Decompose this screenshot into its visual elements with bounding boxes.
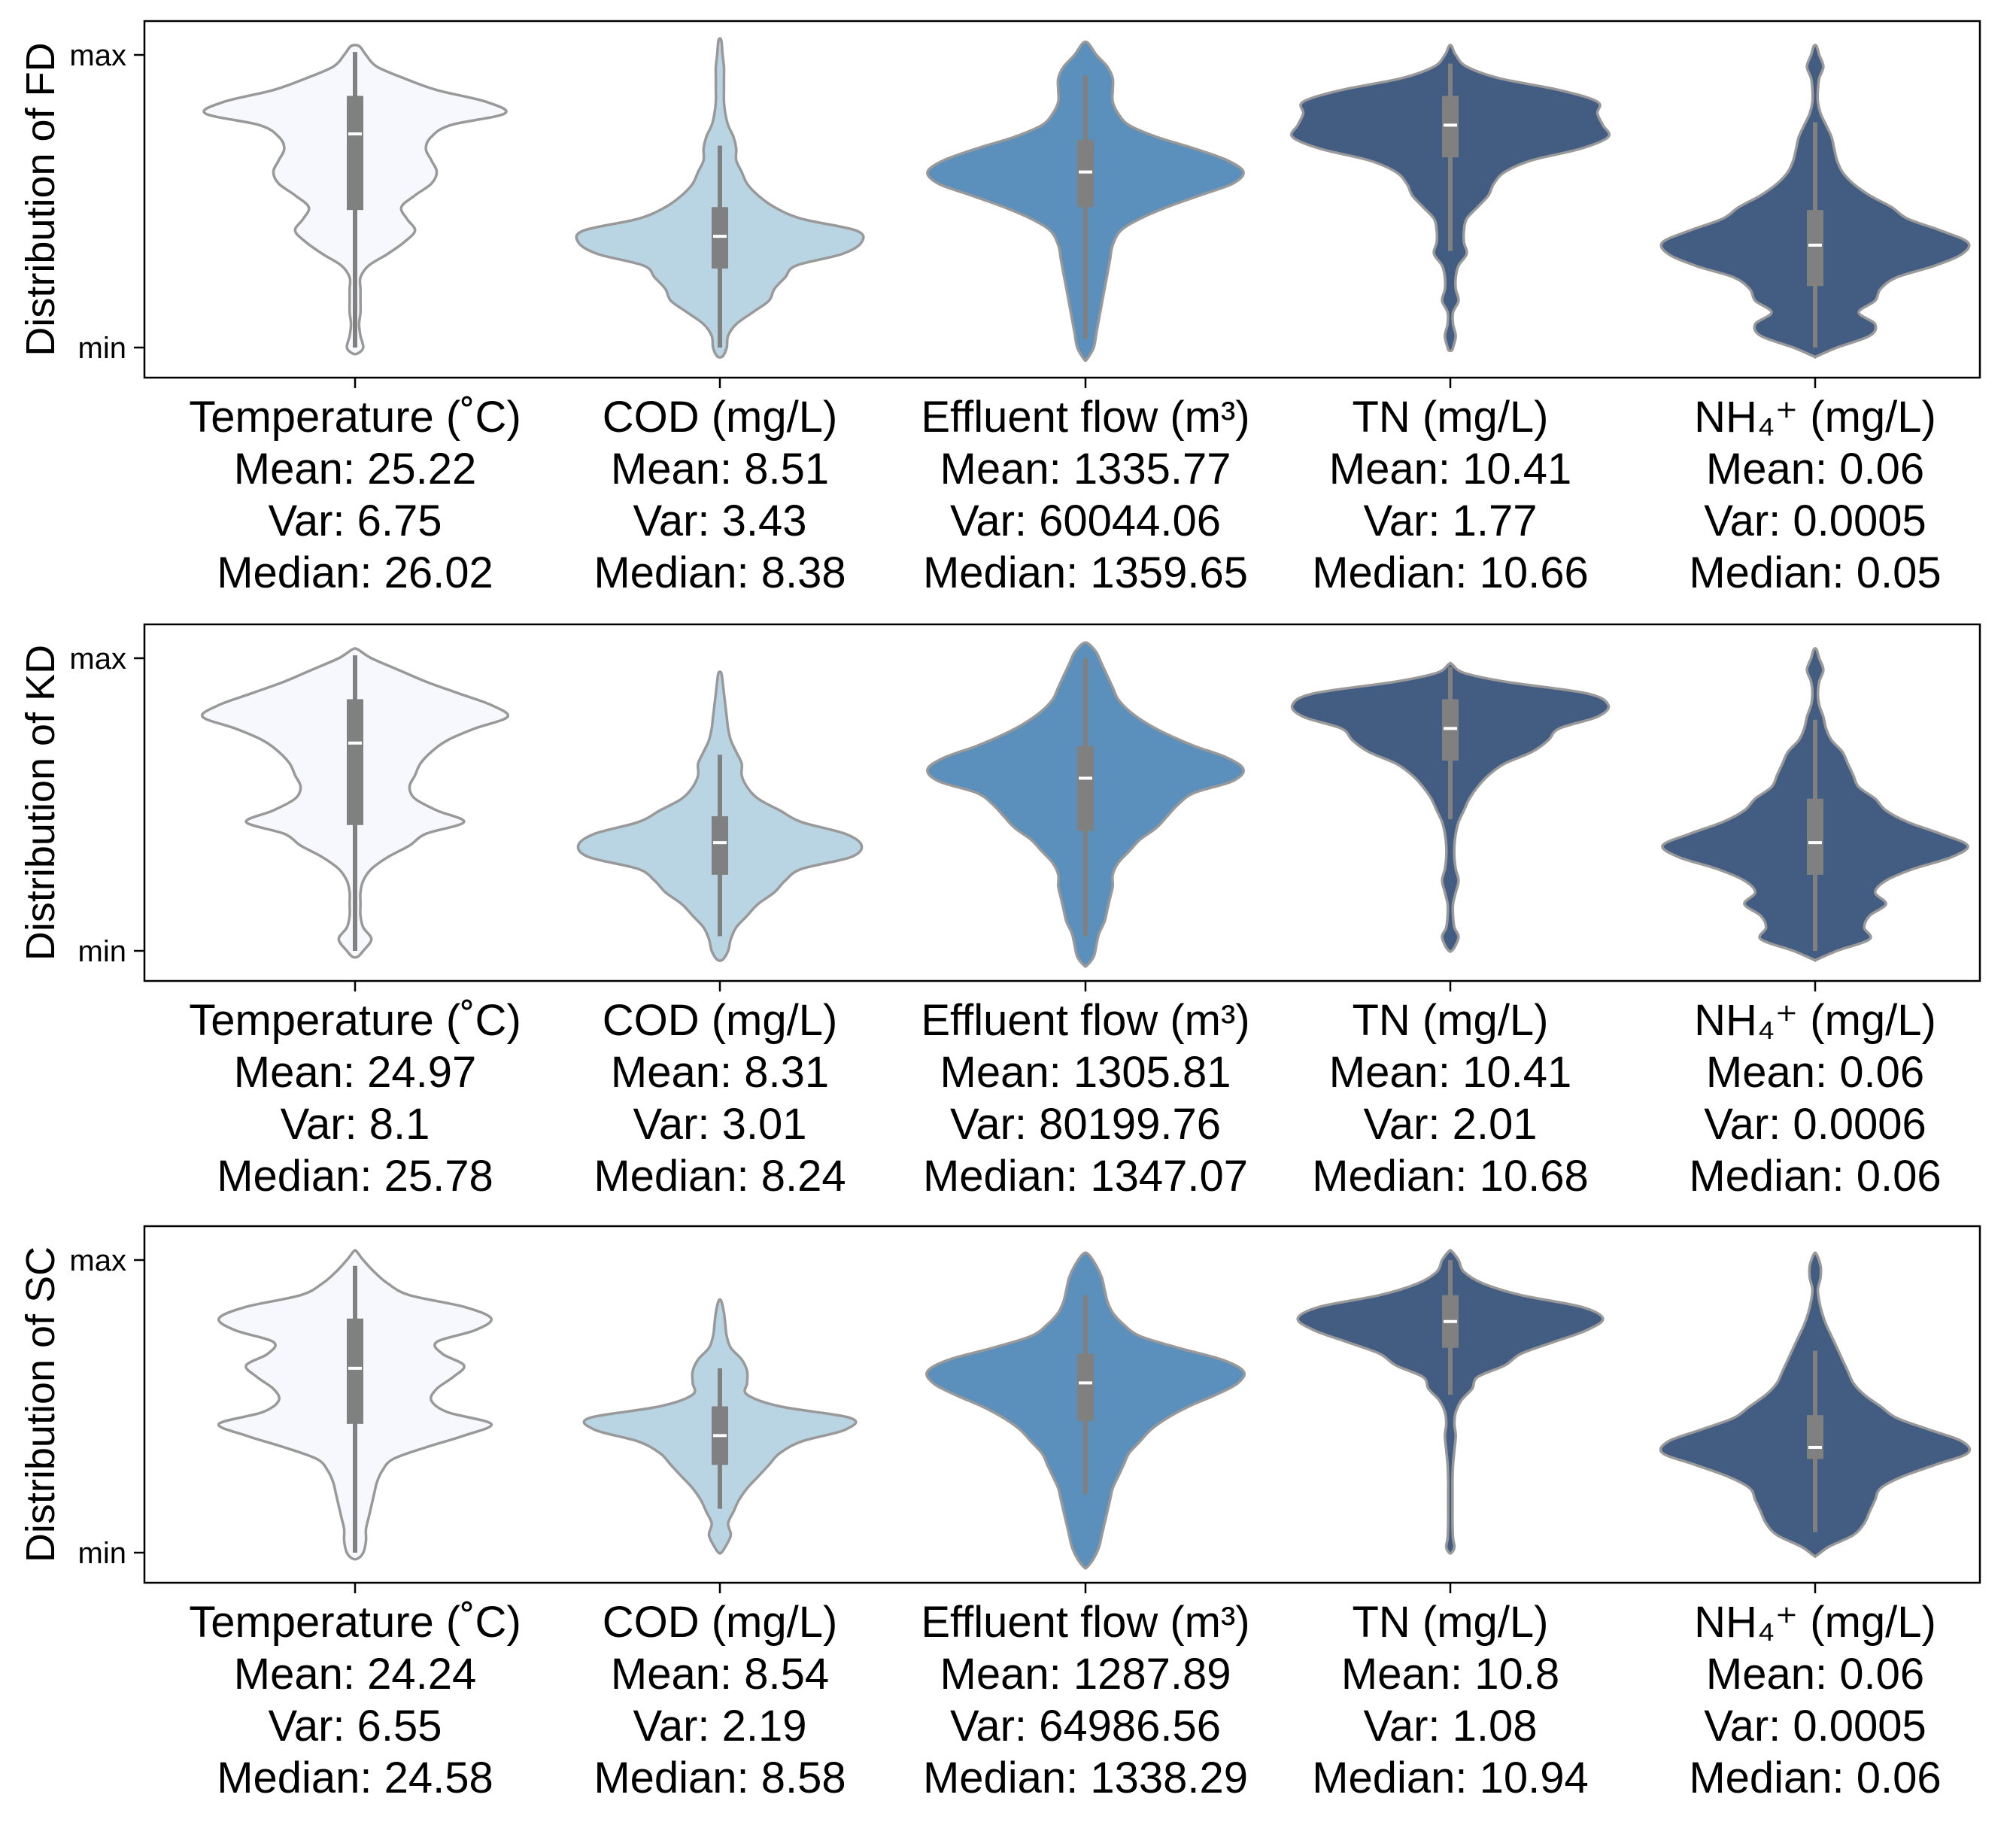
x-stat-label: Median: 0.06: [1689, 1754, 1941, 1802]
x-category-label: NH₄⁺ (mg/L): [1694, 1598, 1936, 1647]
x-stat-label: Var: 80199.76: [950, 1100, 1221, 1149]
violin-box: [1077, 1353, 1094, 1421]
panel-2: max min Distribution of KD Temperature (˚C)…: [18, 623, 1981, 1201]
x-category-label: NH₄⁺ (mg/L): [1694, 996, 1936, 1045]
x-stat-label: Var: 64986.56: [950, 1702, 1221, 1751]
x-category-label: TN (mg/L): [1353, 393, 1549, 442]
x-category-label: Temperature (˚C): [189, 393, 521, 442]
x-stat-label: Var: 0.0005: [1704, 1702, 1926, 1751]
violin-box: [1807, 1415, 1823, 1459]
violin-box: [1807, 210, 1823, 287]
violin-box: [1077, 745, 1094, 831]
y-tick-label: min: [78, 332, 126, 365]
x-stat-label: Mean: 0.06: [1706, 1650, 1924, 1699]
x-stat-label: Mean: 24.24: [234, 1650, 476, 1699]
x-stat-label: Mean: 1305.81: [940, 1048, 1231, 1097]
y-tick-label: min: [78, 935, 126, 968]
y-axis-label: Distribution of KD: [18, 645, 63, 961]
x-stat-label: Var: 1.08: [1363, 1702, 1537, 1751]
y-tick-label: min: [78, 1537, 126, 1570]
violin-body: [1296, 1249, 1605, 1555]
y-axis-label: Distribution of SC: [18, 1246, 63, 1562]
violin-box: [347, 96, 363, 211]
violin-box: [347, 699, 363, 825]
x-stat-label: Mean: 24.97: [234, 1048, 476, 1097]
y-tick-label: max: [69, 642, 126, 676]
panel-3: max min Distribution of SC Temperature (˚C)…: [18, 1225, 1981, 1802]
x-stat-label: Median: 25.78: [217, 1152, 493, 1201]
x-stat-label: Mean: 8.51: [611, 445, 829, 493]
y-tick-label: max: [69, 39, 126, 72]
x-stat-label: Mean: 8.31: [611, 1048, 829, 1097]
x-stat-label: Var: 0.0005: [1704, 496, 1926, 545]
x-category-label: COD (mg/L): [603, 1598, 838, 1647]
x-stat-label: Mean: 1335.77: [940, 445, 1231, 493]
x-stat-label: Var: 8.1: [281, 1100, 430, 1149]
violin-box: [712, 816, 728, 875]
x-stat-label: Var: 3.01: [633, 1100, 806, 1149]
x-stat-label: Var: 6.55: [268, 1702, 442, 1751]
panel-frame: [143, 20, 1981, 379]
y-tick-label: max: [69, 1244, 126, 1277]
y-axis-label: Distribution of FD: [18, 42, 63, 356]
x-category-label: TN (mg/L): [1353, 996, 1549, 1045]
x-category-label: Temperature (˚C): [189, 1598, 521, 1647]
x-category-label: Effluent flow (m³): [921, 393, 1249, 442]
violin-box: [1807, 798, 1823, 875]
x-category-label: NH₄⁺ (mg/L): [1694, 393, 1936, 442]
x-stat-label: Median: 8.24: [594, 1152, 846, 1201]
x-category-label: COD (mg/L): [603, 996, 838, 1045]
x-stat-label: Var: 6.75: [268, 496, 442, 545]
x-stat-label: Median: 1347.07: [923, 1152, 1248, 1201]
x-stat-label: Median: 24.58: [217, 1754, 493, 1802]
x-category-label: Effluent flow (m³): [921, 996, 1249, 1045]
x-stat-label: Mean: 25.22: [234, 445, 476, 493]
x-stat-label: Median: 1359.65: [923, 548, 1248, 597]
panel-frame: [143, 1225, 1981, 1584]
x-stat-label: Mean: 8.54: [611, 1650, 829, 1699]
x-stat-label: Var: 0.0006: [1704, 1100, 1926, 1149]
x-stat-label: Median: 8.58: [594, 1754, 846, 1802]
x-category-label: COD (mg/L): [603, 393, 838, 442]
x-category-label: Temperature (˚C): [189, 996, 521, 1045]
x-stat-label: Median: 10.66: [1312, 548, 1589, 597]
panel-1: max min Distribution of FD Temperature (˚C)…: [18, 20, 1981, 597]
x-stat-label: Median: 1338.29: [923, 1754, 1248, 1802]
x-stat-label: Mean: 0.06: [1706, 445, 1924, 493]
x-stat-label: Var: 2.01: [1363, 1100, 1537, 1149]
panel-frame: [143, 623, 1981, 982]
x-stat-label: Mean: 10.8: [1341, 1650, 1559, 1699]
x-stat-label: Var: 60044.06: [950, 496, 1221, 545]
x-stat-label: Median: 0.05: [1689, 548, 1941, 597]
x-stat-label: Median: 10.94: [1312, 1754, 1589, 1802]
x-stat-label: Median: 26.02: [217, 548, 493, 597]
x-stat-label: Var: 1.77: [1363, 496, 1537, 545]
x-stat-label: Var: 2.19: [633, 1702, 806, 1751]
x-stat-label: Mean: 10.41: [1329, 445, 1571, 493]
x-category-label: TN (mg/L): [1353, 1598, 1549, 1647]
violin-box: [347, 1318, 363, 1424]
x-stat-label: Median: 8.38: [594, 548, 846, 597]
x-stat-label: Mean: 10.41: [1329, 1048, 1571, 1097]
x-stat-label: Median: 10.68: [1312, 1152, 1589, 1201]
x-stat-label: Var: 3.43: [633, 496, 806, 545]
x-stat-label: Mean: 1287.89: [940, 1650, 1231, 1699]
x-category-label: Effluent flow (m³): [921, 1598, 1249, 1647]
x-stat-label: Mean: 0.06: [1706, 1048, 1924, 1097]
x-stat-label: Median: 0.06: [1689, 1152, 1941, 1201]
